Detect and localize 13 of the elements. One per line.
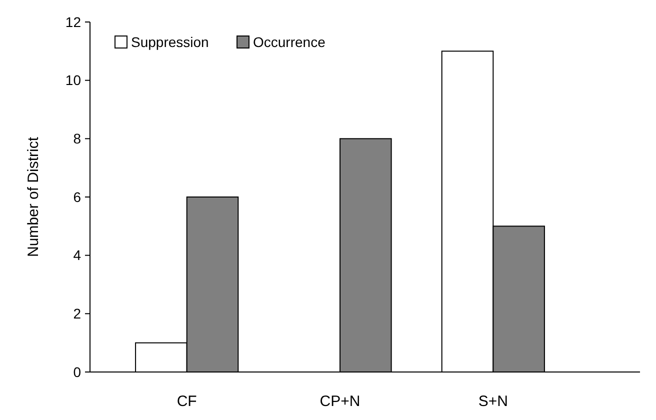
y-tick-label: 6 (73, 188, 82, 205)
x-tick-label: CP+N (320, 393, 360, 410)
y-tick-label: 4 (73, 247, 82, 264)
x-tick-label: CF (176, 393, 197, 410)
y-tick-label: 0 (73, 364, 82, 380)
y-tick-label: 12 (65, 14, 82, 30)
y-axis-title: Number of District (25, 136, 42, 258)
legend-label: Occurrence (253, 34, 326, 50)
legend-label: Suppression (131, 34, 209, 50)
y-tick-label: 10 (65, 72, 82, 88)
y-tick-label: 2 (73, 306, 82, 322)
y-tick-label: 8 (73, 130, 82, 147)
x-tick-label: S+N (478, 393, 508, 410)
